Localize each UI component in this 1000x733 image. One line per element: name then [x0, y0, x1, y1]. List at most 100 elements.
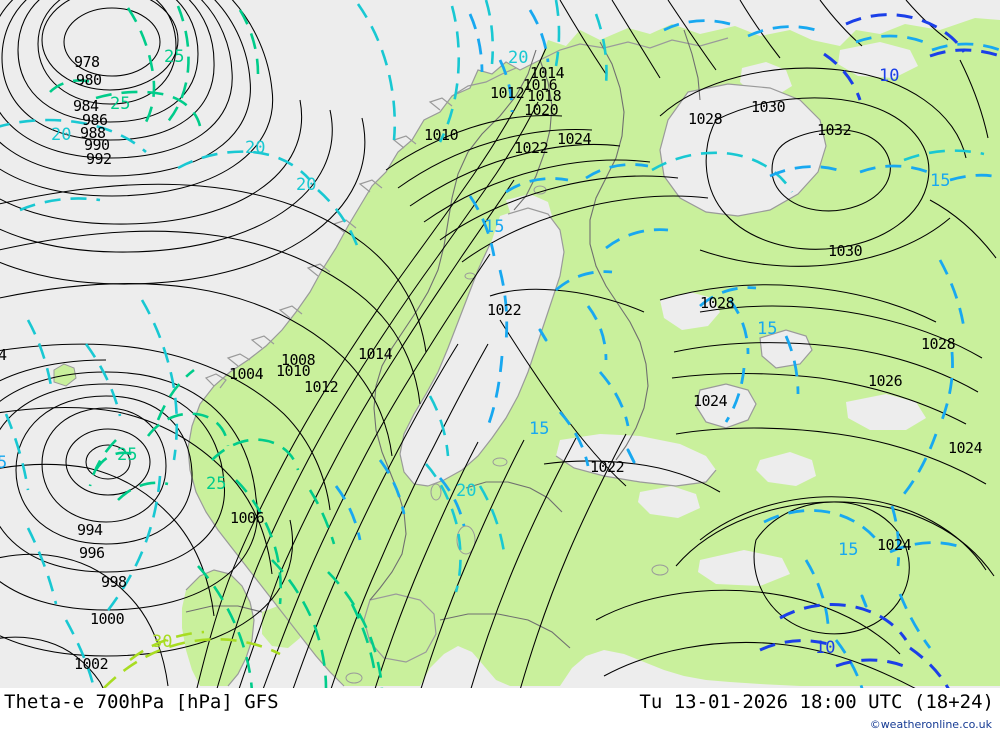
- isobar-1016b: [423, 159, 651, 223]
- theta25-j: [235, 479, 283, 605]
- isobar-label: 994: [77, 521, 103, 539]
- isobar-1006: [216, 101, 539, 688]
- isobar-1022d: [543, 460, 721, 493]
- coast-skane: [363, 593, 437, 663]
- map-canvas[interactable]: 978 980 984 986 988 990 992 4 994 996 998 1000 1002 1…: [0, 0, 1000, 688]
- island-speck-5: [430, 483, 442, 501]
- coast-detail-4: [278, 305, 303, 319]
- isobar-label: 1028: [921, 335, 956, 353]
- border-baltic-states: [465, 481, 563, 513]
- theta15-o: [949, 173, 1000, 182]
- theta-e-label: 25: [206, 474, 227, 494]
- theta20-u: [428, 395, 450, 457]
- theta25-n: [88, 439, 117, 487]
- theta15-c: [486, 355, 504, 427]
- theta20-i: [903, 149, 985, 162]
- isobar-1022a: [520, 433, 627, 688]
- isobar-label: 1030: [828, 242, 863, 260]
- island-speck-3: [492, 457, 508, 467]
- isobar-label: 1000: [90, 610, 125, 628]
- coast-baltic-w: [427, 207, 565, 487]
- lake-onega: [760, 330, 812, 368]
- theta10-b: [929, 48, 1000, 58]
- isobar-994b: [41, 407, 167, 523]
- isobar-label: 1002: [74, 655, 109, 673]
- isobar-s1: [0, 183, 427, 353]
- theta15-k: [728, 299, 750, 355]
- isobar-996b: [15, 395, 193, 545]
- theta-e-label: 15: [484, 217, 505, 237]
- theta-e-label: 25: [164, 47, 185, 67]
- theta25-d: [49, 79, 93, 93]
- theta30-b: [129, 630, 205, 662]
- speck-2: [860, 594, 868, 608]
- theta-e-25-contours: [49, 5, 384, 688]
- isobar-label: 1014: [530, 64, 565, 82]
- theta-e-label: 20: [51, 125, 72, 145]
- theta20-t: [478, 485, 506, 553]
- theta15-v: [498, 59, 514, 113]
- isobar-low-se: [753, 501, 910, 635]
- border-finland-russia: [589, 41, 649, 461]
- theta15-s: [586, 305, 608, 361]
- island-speck-4: [456, 525, 476, 555]
- isobar-1030a: [705, 97, 930, 250]
- theta15-ae: [902, 433, 938, 495]
- isobar-988: [0, 0, 233, 159]
- isobar-label: 1014: [358, 345, 393, 363]
- denmark-zealand: [308, 614, 354, 656]
- theta15-l: [724, 367, 746, 423]
- isobar-ne-top3: [667, 0, 717, 71]
- island-speck-6: [651, 564, 669, 576]
- coast-detail-3: [250, 335, 275, 349]
- isobar-1018: [420, 439, 525, 688]
- theta20-d: [356, 3, 397, 141]
- coast-onega: [759, 329, 813, 369]
- isobar-label: 1010: [276, 362, 311, 380]
- border-germany-dk: [185, 605, 263, 613]
- isobar-ne-top2: [611, 0, 661, 79]
- footer-copyright: ©weatheronline.co.uk: [869, 718, 992, 731]
- coast-detail-2: [226, 353, 251, 367]
- isobar-1020: [470, 437, 577, 688]
- theta20-b: [177, 150, 311, 181]
- theta20-m: [84, 343, 122, 417]
- map-graphics: [0, 0, 1000, 688]
- isobar-986: [1, 0, 215, 141]
- isobar-1032-core: [771, 129, 891, 212]
- theta25-h: [156, 368, 195, 421]
- isobar-990: [0, 0, 251, 177]
- isobar-label: 1024: [693, 392, 728, 410]
- white-sea-2: [846, 394, 926, 430]
- isobar-label: 1022: [487, 301, 522, 319]
- theta20-f: [484, 0, 495, 65]
- isobar-label: 1020: [524, 101, 559, 119]
- theta-e-label: 15: [529, 419, 550, 439]
- coast-white-sea: [659, 83, 827, 217]
- coast-detail-7: [358, 179, 383, 193]
- footer-product-title: Theta-e 700hPa [hPa] GFS: [4, 691, 279, 713]
- isobar-994a: [0, 99, 303, 225]
- coast-detail-8: [392, 135, 417, 149]
- isobar-1002b: [0, 359, 293, 657]
- theta20-q: [26, 527, 58, 605]
- isobar-label: 998: [101, 573, 127, 591]
- coast-detail-9: [428, 97, 453, 111]
- theta20-o: [100, 475, 162, 619]
- isobar-1028b: [659, 284, 937, 323]
- border-poland: [439, 613, 571, 649]
- isobar-label: 986: [82, 111, 108, 129]
- isobar-label: 978: [74, 53, 100, 71]
- inland-grey-1: [756, 452, 816, 486]
- isobar-low2-core: [85, 444, 131, 480]
- theta-e-label: 15: [930, 171, 951, 191]
- theta10-g: [909, 646, 950, 688]
- theta15-u: [558, 411, 590, 467]
- isobar-1028a: [659, 67, 967, 159]
- theta25-p: [350, 603, 376, 669]
- coast-lofoten: [451, 67, 517, 97]
- isobar-label: 1022: [514, 139, 549, 157]
- isobar-e-1: [959, 59, 989, 139]
- theta15-q: [605, 228, 669, 250]
